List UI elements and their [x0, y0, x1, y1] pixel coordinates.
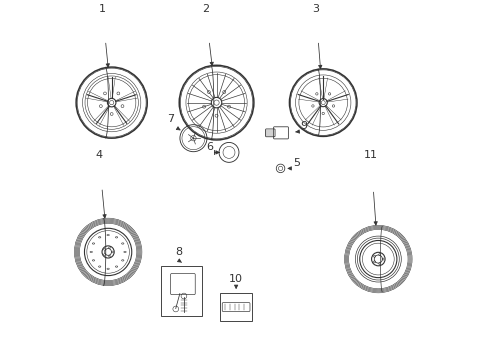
Text: 1: 1	[99, 4, 106, 14]
Bar	[161, 266, 202, 316]
Text: 2: 2	[202, 4, 209, 14]
Text: 11: 11	[364, 149, 378, 159]
Text: 5: 5	[293, 158, 300, 168]
Text: 9: 9	[300, 121, 307, 131]
Text: 7: 7	[167, 114, 174, 124]
Text: 6: 6	[206, 143, 213, 152]
Text: 4: 4	[96, 149, 103, 159]
Text: 8: 8	[175, 247, 183, 257]
Text: 3: 3	[313, 4, 319, 14]
Bar	[220, 293, 252, 321]
Text: 10: 10	[229, 274, 243, 284]
